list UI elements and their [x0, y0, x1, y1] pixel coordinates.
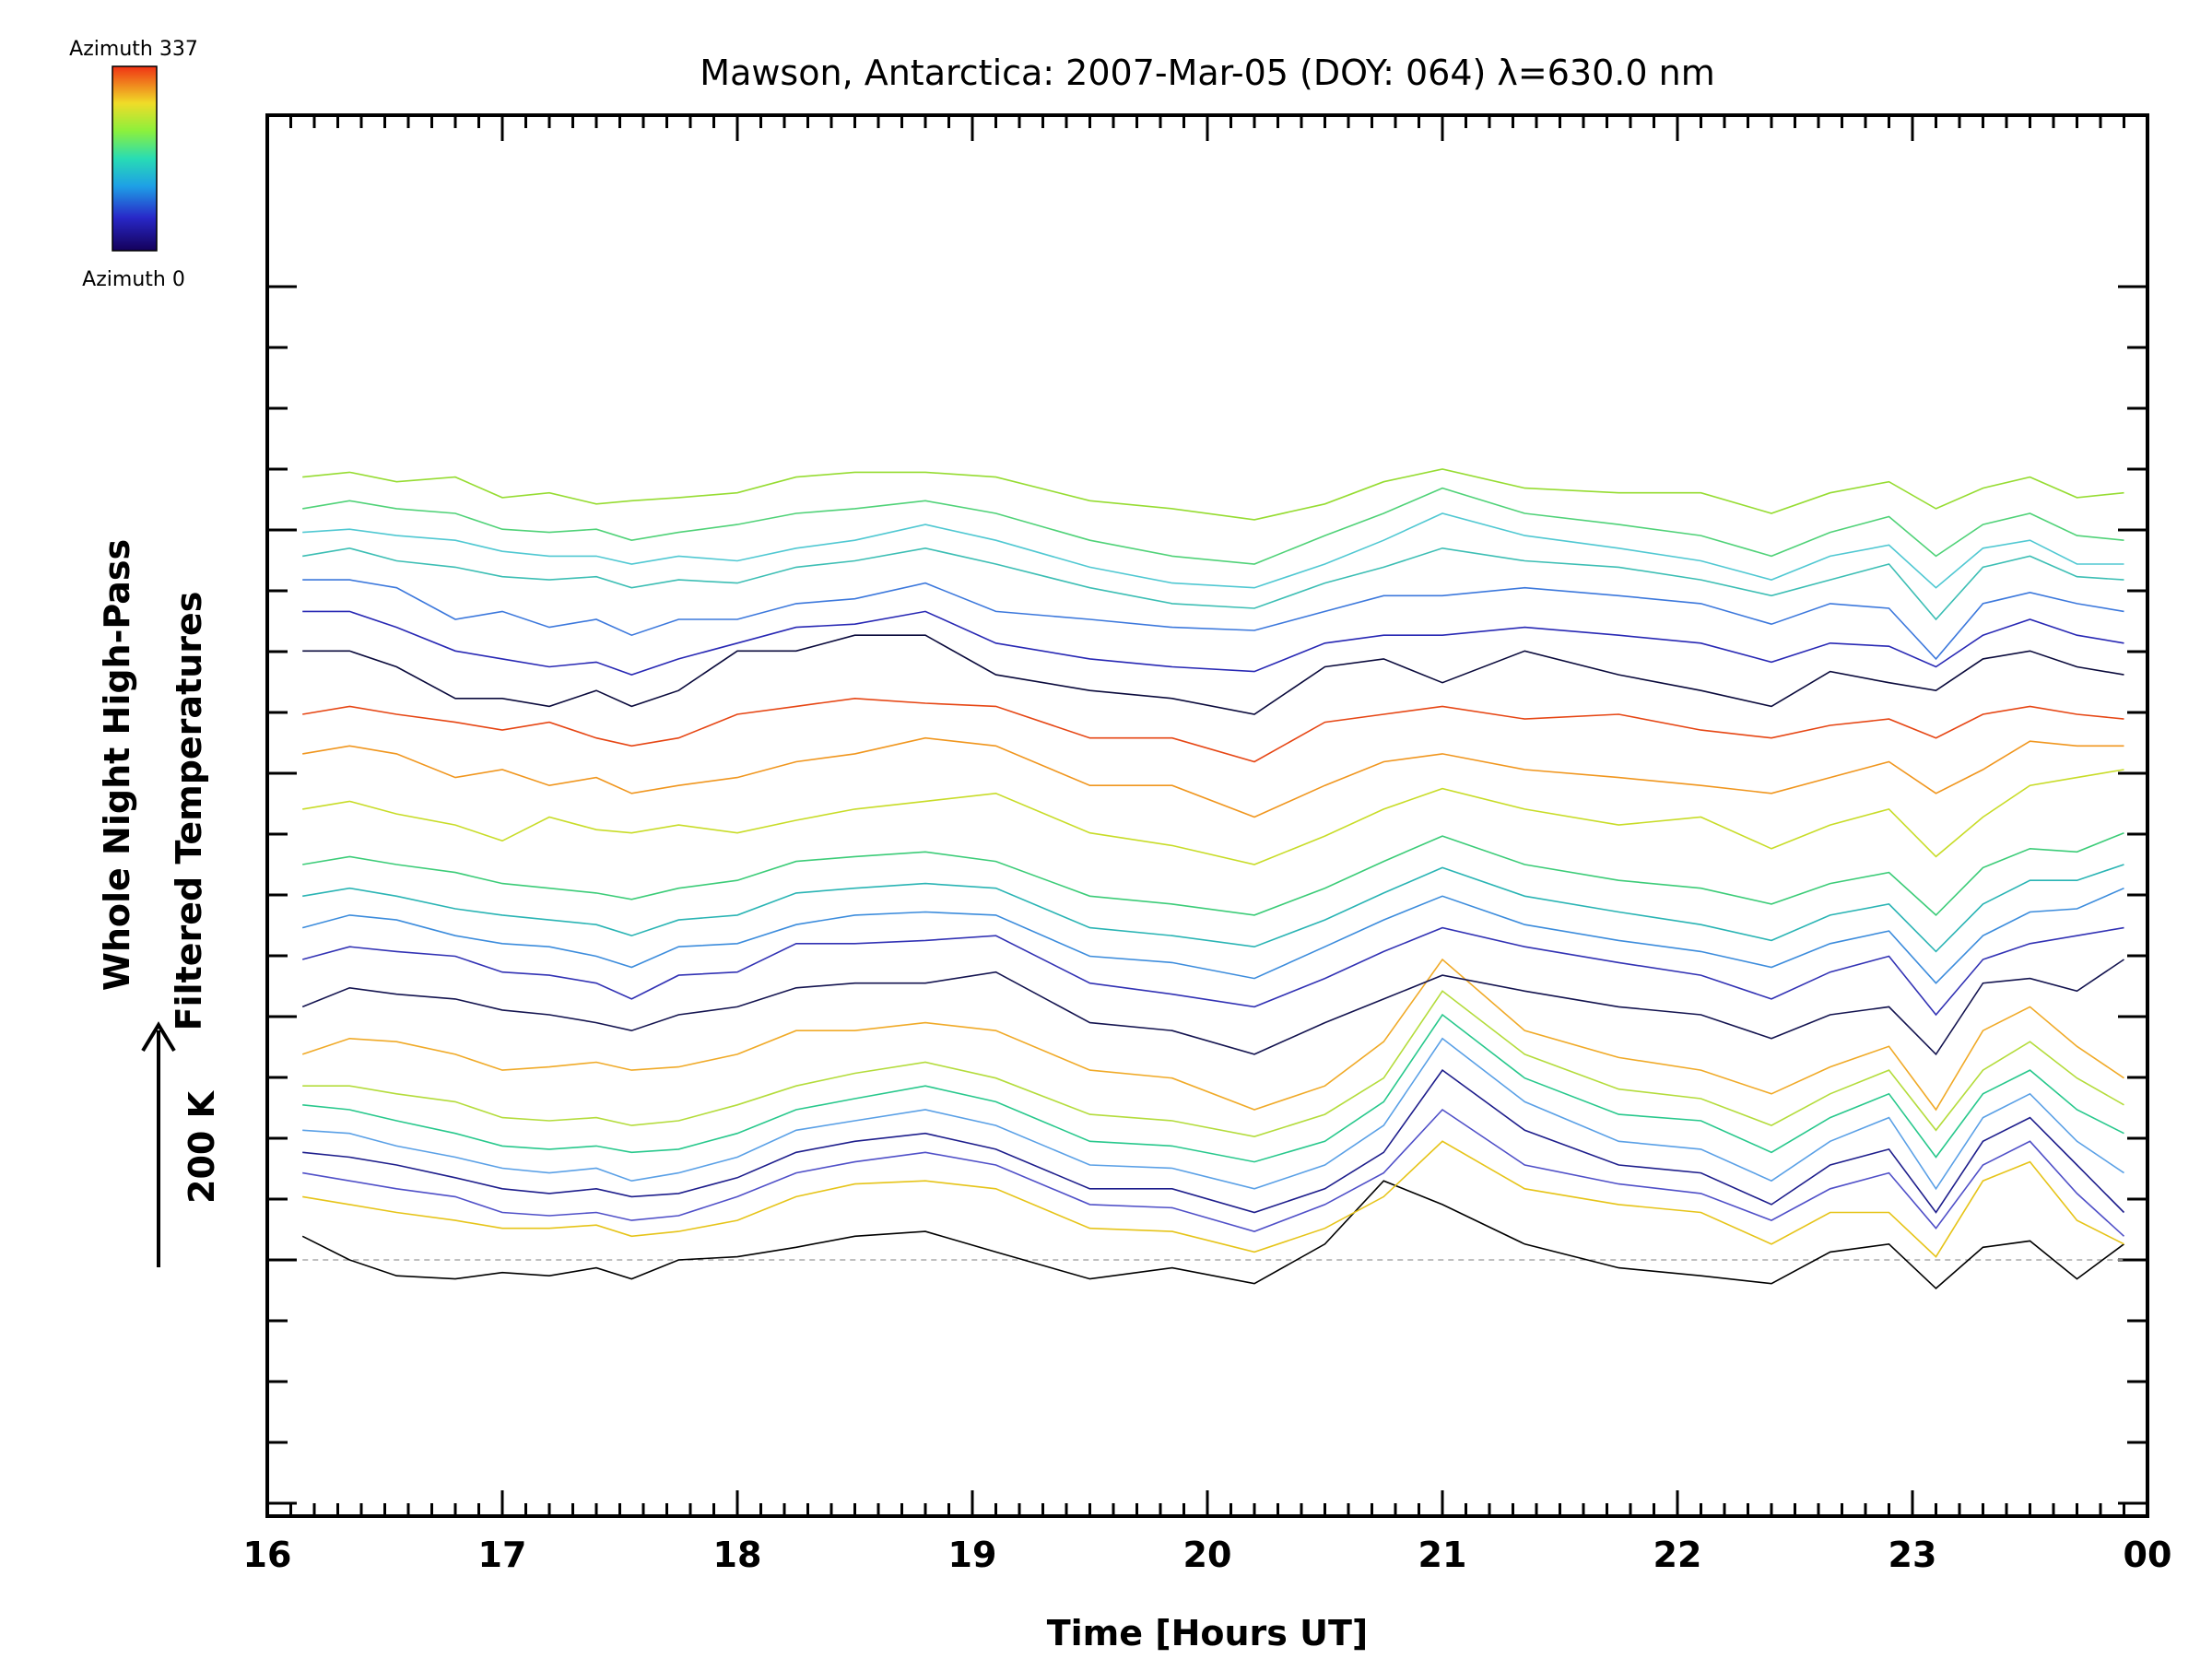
- chart-title: Mawson, Antarctica: 2007-Mar-05 (DOY: 06…: [700, 53, 1714, 93]
- series-line-21: [302, 487, 2124, 565]
- series-line-10: [301, 887, 2124, 984]
- series-line-3: [302, 1068, 2125, 1214]
- x-tick-label: 20: [1183, 1535, 1232, 1575]
- series-line-15: [302, 697, 2124, 763]
- series-line-4: [302, 1037, 2124, 1191]
- colorbar-top-label: Azimuth 337: [69, 38, 198, 61]
- x-tick-label: 21: [1418, 1535, 1467, 1575]
- plot-frame: [265, 113, 2149, 1518]
- axis-ticks: [265, 115, 2149, 1516]
- x-tick-label: 22: [1653, 1535, 1702, 1575]
- scale-arrow-head: [141, 1021, 176, 1053]
- x-tick-label: 19: [948, 1535, 997, 1575]
- series-line-16: [302, 634, 2124, 715]
- x-tick-label: 23: [1888, 1535, 1937, 1575]
- series-line-22: [302, 468, 2124, 521]
- series-line-8: [301, 959, 2124, 1056]
- x-tick-label: 16: [243, 1535, 292, 1575]
- y-axis-title-line2: Filtered Temperatures: [169, 592, 209, 1031]
- colorbar-bottom-label: Azimuth 0: [82, 268, 185, 291]
- series-line-20: [302, 512, 2124, 589]
- x-tick-label: 00: [2124, 1535, 2172, 1575]
- colorbar: [112, 65, 158, 252]
- x-tick-labels: 16 17 18 19 20 21 22 23 00: [243, 1535, 2172, 1575]
- series-line-12: [302, 831, 2124, 917]
- series-line-6: [302, 990, 2124, 1138]
- series-line-14: [302, 736, 2124, 818]
- y-axis-title-line1: Whole Night High-Pass: [97, 539, 137, 991]
- series-line-7: [301, 958, 2124, 1112]
- series-group: [301, 468, 2125, 1289]
- x-tick-label: 17: [478, 1535, 527, 1575]
- x-tick-label: 18: [713, 1535, 762, 1575]
- series-line-0: [301, 1180, 2124, 1289]
- x-axis-title: Time [Hours UT]: [1047, 1613, 1369, 1653]
- series-line-19: [302, 547, 2124, 621]
- series-line-5: [302, 1013, 2124, 1163]
- scale-label: 200 K: [182, 1089, 222, 1204]
- series-line-17: [302, 610, 2124, 676]
- series-line-11: [302, 864, 2124, 953]
- series-line-13: [302, 769, 2124, 865]
- series-line-1: [302, 1140, 2124, 1258]
- series-line-2: [302, 1108, 2125, 1237]
- series-line-9: [301, 926, 2124, 1017]
- series-line-18: [302, 579, 2124, 661]
